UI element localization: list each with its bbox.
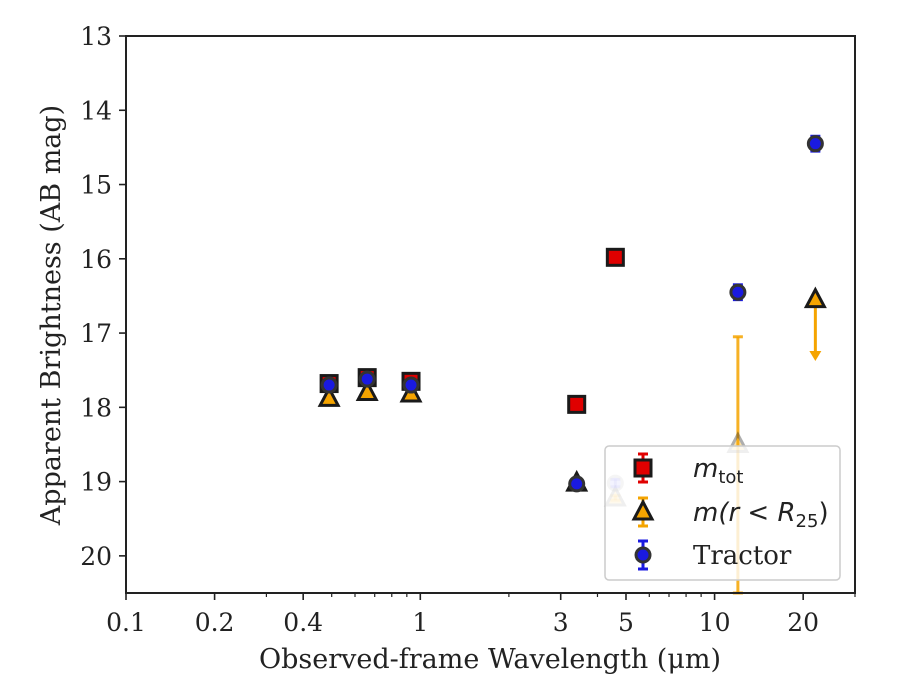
legend-label-sub: tot bbox=[718, 467, 743, 488]
legend-item-m_tot: mtot bbox=[633, 452, 743, 488]
legend-item-m_r_R25: m(r < R25) bbox=[631, 496, 829, 532]
y-tick-label: 18 bbox=[80, 393, 112, 422]
point-circle bbox=[806, 135, 824, 153]
legend-label-main: m bbox=[693, 454, 718, 484]
y-tick-label: 17 bbox=[80, 319, 112, 348]
x-tick-label: 0.4 bbox=[283, 608, 323, 637]
point-triangle bbox=[803, 286, 827, 309]
point-triangle bbox=[317, 385, 341, 407]
x-tick-label: 3 bbox=[553, 608, 569, 637]
point-square bbox=[567, 394, 587, 414]
legend-label: mtot bbox=[693, 454, 743, 488]
point-circle bbox=[402, 376, 420, 394]
y-tick-label: 16 bbox=[80, 245, 112, 274]
legend-marker bbox=[633, 458, 653, 478]
y-tick-label: 15 bbox=[80, 171, 112, 200]
legend-marker bbox=[631, 498, 655, 521]
point-circle bbox=[729, 283, 747, 301]
legend-marker bbox=[634, 546, 652, 564]
point-circle bbox=[358, 370, 376, 388]
point-square bbox=[605, 247, 625, 267]
legend-box bbox=[604, 445, 841, 581]
y-tick-label: 14 bbox=[80, 96, 112, 125]
point-circle bbox=[320, 376, 338, 394]
plot-frame bbox=[125, 35, 856, 594]
point-circle bbox=[568, 475, 586, 493]
legend-item-tractor: Tractor bbox=[634, 539, 792, 571]
legend-label: m(r < R25) bbox=[693, 498, 829, 532]
point-triangle bbox=[355, 379, 379, 401]
x-axis-label: Observed-frame Wavelength (μm) bbox=[259, 644, 721, 675]
x-tick-label: 10 bbox=[699, 608, 731, 637]
legend-label-post: ) bbox=[818, 498, 828, 528]
legend: mtot m(r < R25) Tractor bbox=[604, 445, 841, 581]
x-tick-label: 0.2 bbox=[195, 608, 235, 637]
legend-label-sub: 25 bbox=[796, 511, 819, 532]
data-marks bbox=[317, 134, 827, 595]
y-tick-label: 20 bbox=[80, 542, 112, 571]
y-tick-label: 13 bbox=[80, 22, 112, 51]
legend-label: Tractor bbox=[693, 541, 792, 571]
y-axis-label: Apparent Brightness (AB mag) bbox=[36, 105, 67, 526]
x-tick-label: 0.1 bbox=[106, 608, 146, 637]
upper-limit-arrow bbox=[809, 351, 822, 362]
series-tractor bbox=[320, 134, 824, 493]
x-tick-label: 5 bbox=[618, 608, 634, 637]
y-tick-label: 19 bbox=[80, 468, 112, 497]
x-tick-label: 1 bbox=[412, 608, 428, 637]
x-tick-label: 20 bbox=[787, 608, 819, 637]
legend-label-main: m(r < R bbox=[693, 498, 796, 528]
